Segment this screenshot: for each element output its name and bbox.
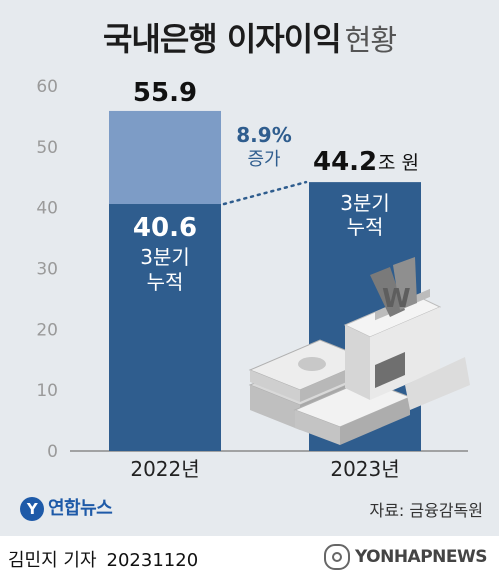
credit-line: 김민지 기자 20231120 — [8, 546, 198, 572]
y-tick-0: 0 — [47, 442, 58, 462]
reporter-name: 김민지 기자 — [8, 550, 97, 571]
y-axis: 0 10 20 30 40 50 60 — [36, 77, 58, 462]
label-unit: 조 원 — [378, 152, 419, 174]
bar-chart: 0 10 20 30 40 50 60 — [36, 77, 470, 481]
bar-2022-cumulative — [109, 204, 221, 451]
caption-2022-line2: 누적 — [147, 270, 184, 294]
caption-2023-line2: 누적 — [347, 215, 384, 239]
title-main: 국내은행 이자이익 — [102, 20, 342, 58]
caption-2022-line1: 3분기 — [140, 245, 190, 269]
increase-text: 증가 — [247, 149, 280, 170]
label-2022-cumulative: 40.6 — [133, 213, 197, 243]
y-tick-60: 60 — [36, 77, 58, 97]
yonhap-logo: Y 연합뉴스 — [20, 494, 113, 521]
x-tick-2022: 2022년 — [130, 457, 199, 481]
y-tick-30: 30 — [36, 260, 58, 280]
bank-building-icon: W — [343, 257, 470, 410]
increase-connector — [222, 180, 308, 206]
increase-percent: 8.9% — [236, 123, 291, 147]
label-2023-cumulative: 44.2 — [313, 147, 377, 177]
caption-2023-line1: 3분기 — [340, 191, 390, 215]
label-2022-total: 55.9 — [133, 78, 197, 108]
watermark-text: YONHAPNEWS — [354, 547, 488, 567]
chart-title: 국내은행 이자이익 현황 — [0, 14, 499, 60]
yonhap-watermark-icon — [323, 544, 350, 570]
y-tick-20: 20 — [36, 320, 58, 340]
y-tick-40: 40 — [36, 199, 58, 219]
title-sub: 현황 — [344, 23, 397, 57]
x-tick-2023: 2023년 — [330, 457, 399, 481]
credit-date: 20231120 — [106, 550, 199, 571]
source-note: 자료: 금융감독원 — [369, 501, 483, 520]
bank-w-symbol: W — [382, 284, 411, 314]
yonhap-logo-icon: Y — [20, 497, 44, 521]
y-tick-50: 50 — [36, 138, 58, 158]
logo-text: 연합뉴스 — [48, 498, 113, 519]
y-tick-10: 10 — [36, 381, 58, 401]
yonhap-watermark: YONHAPNEWS — [323, 544, 488, 570]
